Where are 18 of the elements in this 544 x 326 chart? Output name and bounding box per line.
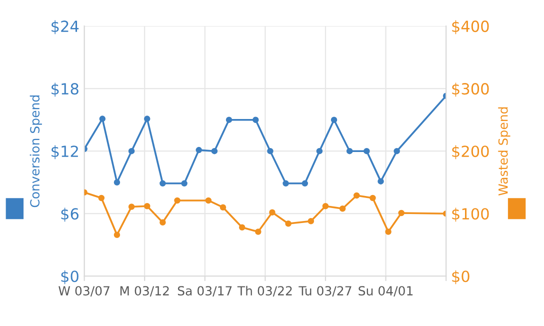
y-tick-label: $0: [61, 270, 78, 284]
y2-tick-label: $400: [452, 20, 489, 34]
x-tick-label: Th 03/22: [237, 286, 292, 296]
y2-tick-label: $200: [452, 145, 489, 160]
y2-tick-label: $300: [452, 82, 489, 97]
y2-axis-title: Wasted Spend: [498, 107, 510, 196]
y-tick-label: $18: [52, 82, 78, 97]
x-tick-label: Sa 03/17: [178, 286, 232, 296]
y2-tick-label: $100: [452, 208, 489, 222]
x-tick-label: M 03/12: [120, 286, 169, 296]
x-tick-label: Tu 03/27: [298, 286, 352, 296]
y2-tick-label: $0: [452, 270, 470, 284]
x-tick-label: W 03/07: [58, 286, 110, 296]
y-tick-label: $6: [61, 208, 78, 222]
x-tick-label: Su 04/01: [358, 286, 413, 296]
y-tick-label: $24: [52, 20, 79, 34]
y-axis-title: Conversion Spend: [30, 96, 42, 208]
y-tick-label: $12: [52, 145, 78, 160]
